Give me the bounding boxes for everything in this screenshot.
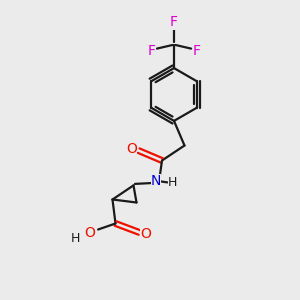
Text: O: O — [85, 226, 95, 240]
Text: F: F — [193, 44, 200, 58]
Text: H: H — [70, 232, 80, 245]
Text: O: O — [127, 142, 137, 156]
Text: H: H — [168, 176, 177, 189]
Text: F: F — [148, 44, 155, 58]
Text: N: N — [151, 174, 161, 188]
Text: F: F — [170, 16, 178, 29]
Text: O: O — [140, 227, 151, 241]
